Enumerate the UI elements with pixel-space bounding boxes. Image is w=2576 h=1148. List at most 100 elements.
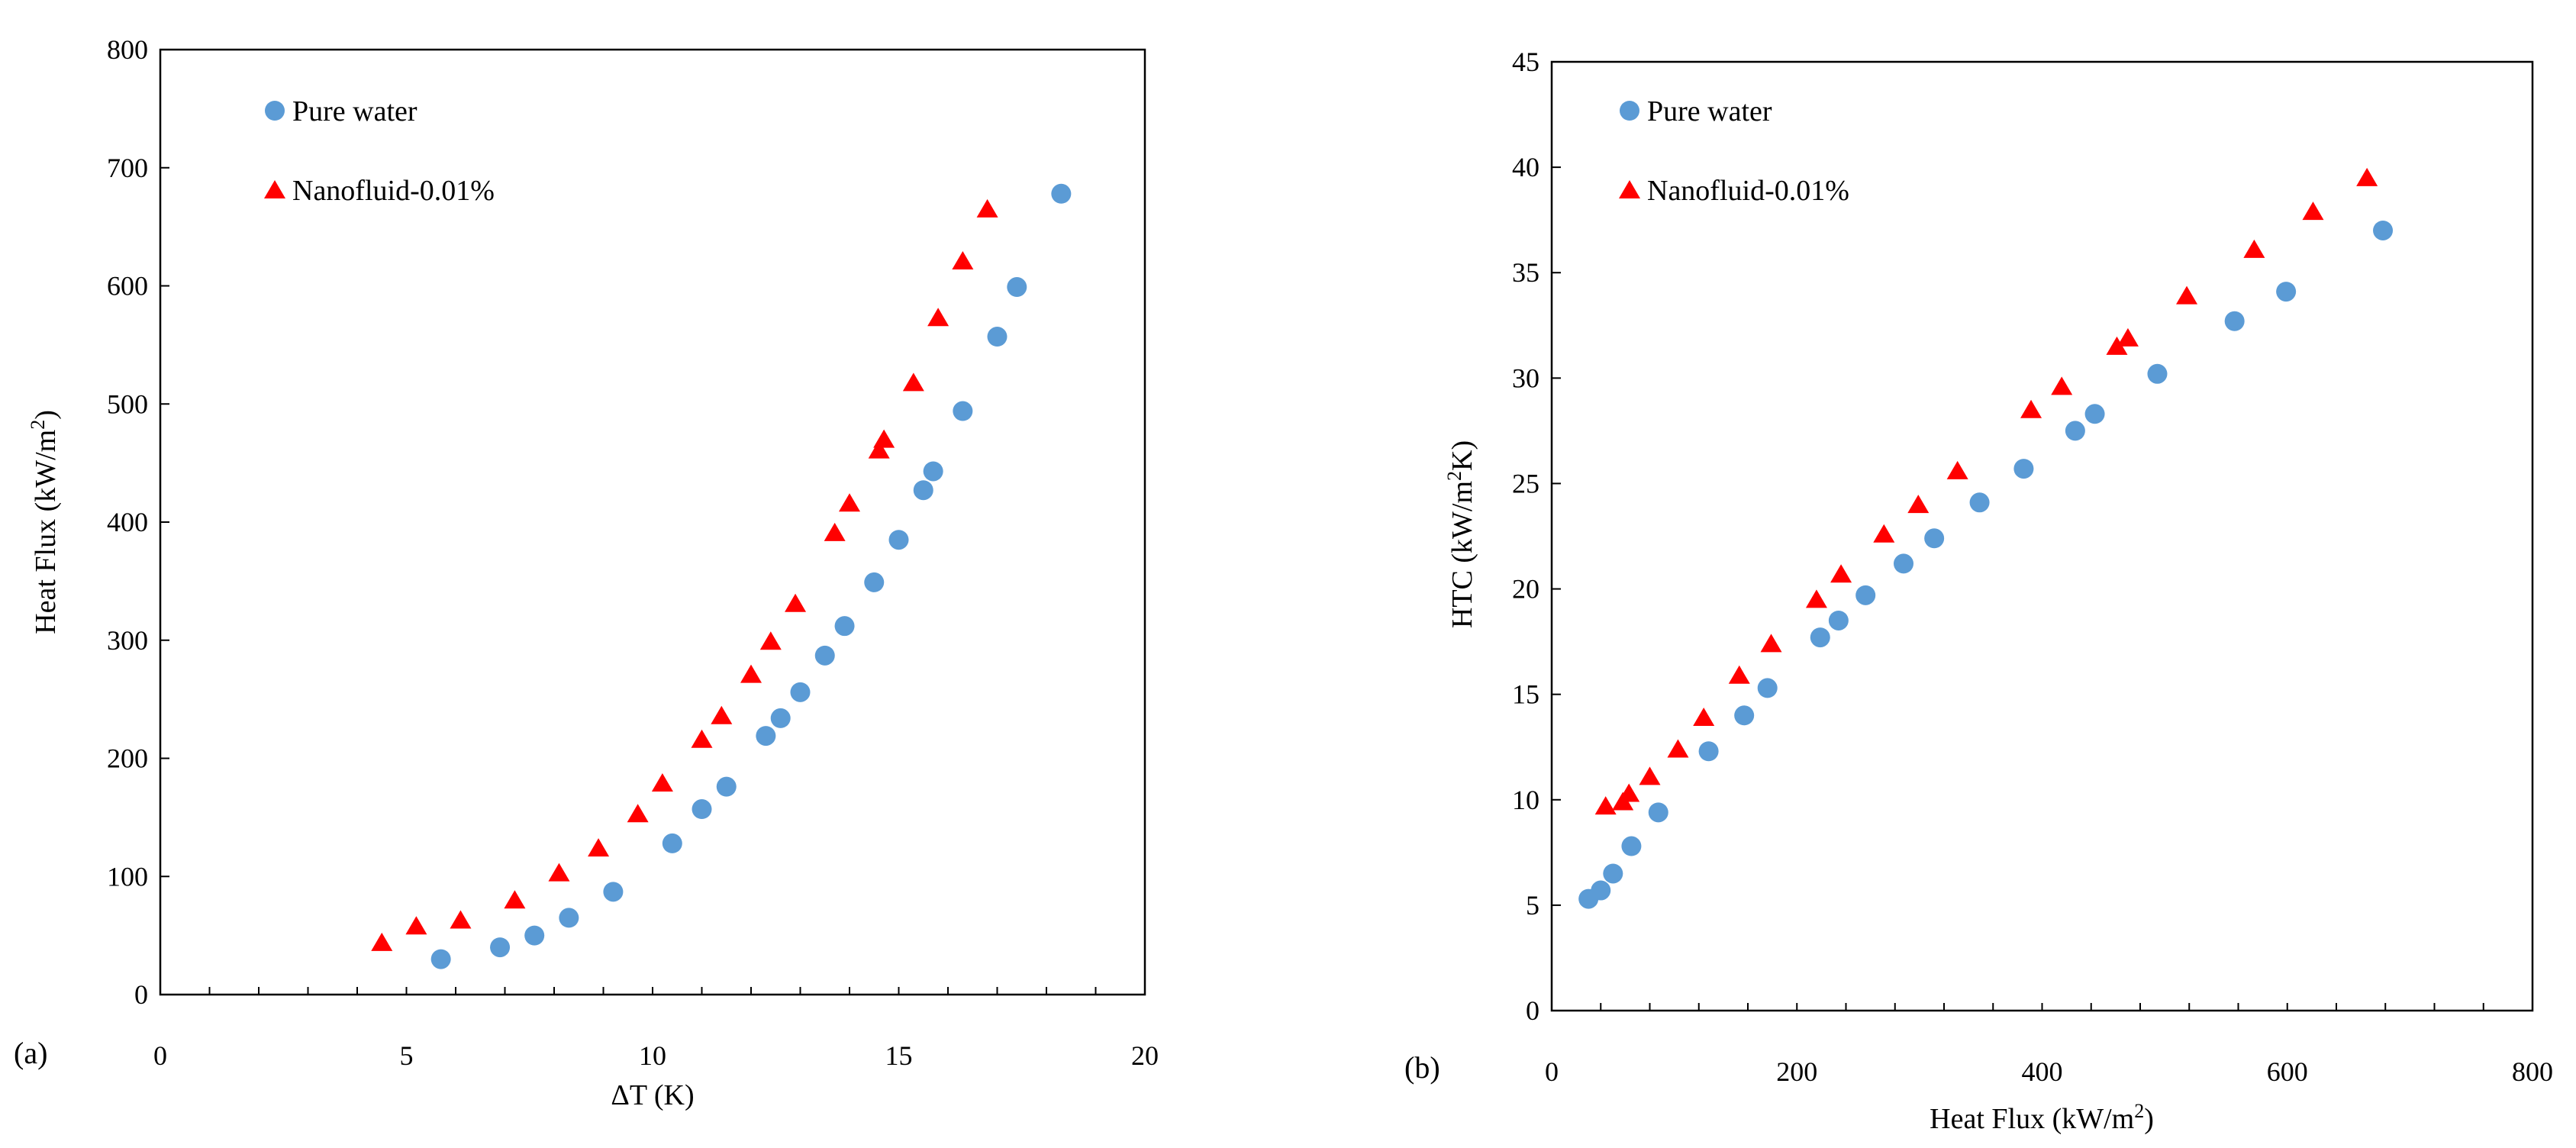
chart-b-point-nanofluid-0-01 <box>2051 376 2073 395</box>
chart-b-point-nanofluid-0-01 <box>1693 708 1715 727</box>
chart-a-legend: Pure water Nanofluid-0.01% <box>264 95 495 207</box>
chart-a-legend-marker-pure-water <box>265 101 285 121</box>
chart-b-point-nanofluid-0-01 <box>1830 564 1852 583</box>
chart-a-point-nanofluid-0-01 <box>711 705 733 724</box>
chart-a-point-pure-water <box>953 401 973 421</box>
chart-b-point-nanofluid-0-01 <box>1873 524 1895 543</box>
chart-a-point-nanofluid-0-01 <box>740 664 762 683</box>
chart-a-point-nanofluid-0-01 <box>691 729 713 748</box>
chart-a-y-tick-label: 300 <box>107 625 148 656</box>
chart-a-point-nanofluid-0-01 <box>371 932 393 951</box>
chart-b-point-nanofluid-0-01 <box>1667 739 1689 758</box>
chart-a-point-pure-water <box>524 925 545 946</box>
chart-a-point-pure-water <box>790 682 811 702</box>
chart-a-point-pure-water <box>430 949 451 969</box>
chart-b-y-tick-label: 25 <box>1512 468 1539 498</box>
chart-b-point-nanofluid-0-01 <box>2356 167 2378 186</box>
chart-b-point-pure-water <box>2276 282 2297 302</box>
chart-b-point-pure-water <box>1924 528 1945 549</box>
chart-b-y-tick-label: 40 <box>1512 152 1539 182</box>
chart-a-point-pure-water <box>1051 183 1072 204</box>
chart-a-point-nanofluid-0-01 <box>839 493 860 512</box>
chart-a-point-pure-water <box>923 461 943 482</box>
chart-a-ticks <box>160 49 1146 995</box>
chart-b-y-tick-label: 0 <box>1526 995 1539 1026</box>
chart-a-y-tick-label: 100 <box>107 861 148 892</box>
chart-a-y-tick-label: 400 <box>107 507 148 537</box>
chart-b-point-nanofluid-0-01 <box>1594 796 1617 815</box>
chart-b-panel-label: (b) <box>1404 1050 1440 1085</box>
chart-b-point-pure-water <box>2084 404 2105 424</box>
chart-b-point-pure-water <box>2224 311 2245 331</box>
chart-b-x-tick-labels: 0 200 400 600 800 <box>1545 1056 2553 1087</box>
chart-a-point-pure-water <box>770 708 791 728</box>
chart-a-point-pure-water <box>834 616 855 637</box>
chart-b-point-pure-water <box>2373 220 2394 240</box>
chart-b-point-nanofluid-0-01 <box>2302 202 2324 221</box>
chart-a-x-tick-label: 5 <box>400 1040 414 1071</box>
chart-a: 0 100 200 300 400 500 600 700 800 0 5 10 15 20 ΔT (K… <box>14 34 1159 1111</box>
chart-b-legend-label-pure-water: Pure water <box>1647 95 1772 127</box>
chart-a-y-tick-label: 800 <box>107 34 148 65</box>
chart-b-ylabel: HTC (kW/m2K) <box>1443 440 1479 628</box>
chart-a-point-nanofluid-0-01 <box>868 440 890 459</box>
chart-b-point-pure-water <box>1698 741 1719 762</box>
chart-b-xlabel-suffix: ) <box>2144 1103 2154 1135</box>
chart-b-point-pure-water <box>2013 459 2034 479</box>
chart-a-y-tick-label: 200 <box>107 743 148 774</box>
chart-a-ylabel: Heat Flux (kW/m2) <box>27 410 63 634</box>
chart-b-legend: Pure water Nanofluid-0.01% <box>1619 95 1849 207</box>
chart-a-point-pure-water <box>559 908 579 928</box>
chart-a-ylabel-prefix: Heat Flux (kW/m <box>30 430 62 634</box>
chart-b-x-tick-label: 800 <box>2512 1056 2553 1087</box>
chart-a-point-nanofluid-0-01 <box>824 522 846 541</box>
chart-b-point-nanofluid-0-01 <box>1907 495 1930 514</box>
chart-b-point-pure-water <box>2147 363 2168 384</box>
chart-a-y-tick-labels: 0 100 200 300 400 500 600 700 800 <box>107 34 148 1010</box>
chart-b-point-nanofluid-0-01 <box>1639 766 1661 785</box>
chart-a-point-nanofluid-0-01 <box>873 429 895 448</box>
chart-a-x-tick-label: 20 <box>1131 1040 1159 1071</box>
chart-a-point-nanofluid-0-01 <box>588 838 610 857</box>
chart-a-markers <box>371 183 1072 969</box>
chart-b-point-pure-water <box>1591 880 1611 901</box>
chart-b-x-tick-label: 200 <box>1776 1056 1817 1087</box>
chart-a-point-pure-water <box>888 530 909 550</box>
chart-a-legend-label-pure-water: Pure water <box>292 95 418 127</box>
chart-b-point-nanofluid-0-01 <box>1760 634 1782 653</box>
chart-b-point-pure-water <box>1893 553 1913 574</box>
chart-b-y-tick-label: 45 <box>1512 47 1539 77</box>
chart-a-x-tick-labels: 0 5 10 15 20 <box>153 1040 1159 1071</box>
chart-a-point-nanofluid-0-01 <box>759 631 782 650</box>
chart-a-x-tick-label: 10 <box>639 1040 666 1071</box>
chart-a-point-pure-water <box>987 327 1008 347</box>
chart-a-point-nanofluid-0-01 <box>976 198 998 218</box>
chart-a-y-tick-label: 500 <box>107 389 148 419</box>
chart-b-y-tick-label: 15 <box>1512 679 1539 710</box>
chart-b-point-pure-water <box>1969 492 1990 513</box>
chart-b-legend-marker-pure-water <box>1620 101 1639 121</box>
chart-a-point-nanofluid-0-01 <box>902 372 924 392</box>
chart-a-point-pure-water <box>756 726 776 747</box>
chart-b-point-nanofluid-0-01 <box>2243 239 2265 258</box>
chart-b-point-pure-water <box>1734 705 1755 726</box>
chart-b: 0 5 10 15 20 25 30 35 40 45 0 200 400 600 800 Heat Fl… <box>1404 47 2553 1135</box>
chart-b-y-tick-label: 5 <box>1526 890 1539 921</box>
chart-a-point-nanofluid-0-01 <box>405 916 427 935</box>
chart-a-point-nanofluid-0-01 <box>651 772 673 792</box>
chart-a-point-pure-water <box>603 882 624 902</box>
chart-b-point-nanofluid-0-01 <box>1946 460 1968 479</box>
chart-b-point-nanofluid-0-01 <box>1728 665 1750 684</box>
chart-a-point-nanofluid-0-01 <box>504 890 526 909</box>
chart-b-xlabel-prefix: Heat Flux (kW/m <box>1930 1103 2134 1135</box>
chart-a-legend-label-nanofluid: Nanofluid-0.01% <box>292 175 495 207</box>
chart-a-point-nanofluid-0-01 <box>785 593 807 612</box>
chart-b-point-nanofluid-0-01 <box>1805 589 1827 608</box>
chart-a-point-nanofluid-0-01 <box>450 910 472 929</box>
chart-b-point-pure-water <box>2065 421 2085 441</box>
chart-b-point-nanofluid-0-01 <box>2020 399 2042 418</box>
chart-b-y-tick-labels: 0 5 10 15 20 25 30 35 40 45 <box>1512 47 1539 1026</box>
chart-a-ylabel-suffix: ) <box>30 410 62 420</box>
chart-b-legend-marker-nanofluid <box>1619 180 1640 198</box>
